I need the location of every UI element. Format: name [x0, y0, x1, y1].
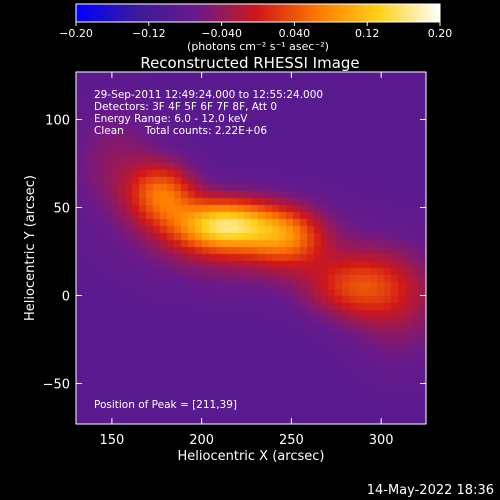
annotation-detectors: Detectors: 3F 4F 5F 6F 7F 8F, Att 0 [94, 101, 277, 113]
colorbar-units: (photons cm⁻² s⁻¹ asec⁻²) [187, 40, 329, 53]
plot-timestamp: 14-May-2022 18:36 [367, 483, 494, 498]
y-tick-label: 0 [62, 290, 70, 305]
y-axis-label: Heliocentric Y (arcsec) [23, 175, 38, 321]
plot-frame [75, 71, 427, 425]
colorbar-ticks: −0.20 −0.12 −0.040 0.040 0.12 0.20 [59, 22, 452, 40]
x-tick-label: 150 [99, 433, 124, 448]
annotation-time-range: 29-Sep-2011 12:49:24.000 to 12:55:24.000 [94, 89, 323, 101]
x-tick-label: 250 [279, 433, 304, 448]
colorbar-tick-label: 0.20 [428, 27, 453, 40]
colorbar-gradient [75, 3, 441, 23]
y-axis-ticks: −50 0 50 100 [43, 114, 426, 393]
x-axis-label: Heliocentric X (arcsec) [178, 449, 325, 464]
colorbar-tick-label: −0.040 [201, 27, 242, 40]
x-tick-label: 200 [189, 433, 214, 448]
annotation-peak-position: Position of Peak = [211,39] [94, 399, 237, 411]
annotation-method: Clean [94, 125, 124, 137]
heatmap-image [76, 72, 426, 424]
annotation-total-counts: Total counts: 2.22E+06 [144, 125, 267, 137]
y-tick-label: −50 [43, 378, 70, 393]
annotation-energy: Energy Range: 6.0 - 12.0 keV [94, 113, 248, 125]
chart-title: Reconstructed RHESSI Image [140, 54, 359, 72]
colorbar-tick-label: 0.040 [279, 27, 311, 40]
colorbar-tick-label: −0.20 [59, 27, 93, 40]
colorbar: −0.20 −0.12 −0.040 0.040 0.12 0.20 (photons c… [59, 3, 452, 53]
colorbar-tick-label: −0.12 [132, 27, 166, 40]
x-tick-label: 300 [369, 433, 394, 448]
colorbar-tick-label: 0.12 [355, 27, 380, 40]
y-tick-label: 100 [45, 114, 70, 129]
y-tick-label: 50 [53, 202, 70, 217]
plot-area: 150 200 250 300 −50 0 50 100 [43, 71, 427, 448]
x-axis-ticks: 150 200 250 300 [99, 72, 394, 448]
annotation-block: 29-Sep-2011 12:49:24.000 to 12:55:24.000… [94, 89, 323, 137]
